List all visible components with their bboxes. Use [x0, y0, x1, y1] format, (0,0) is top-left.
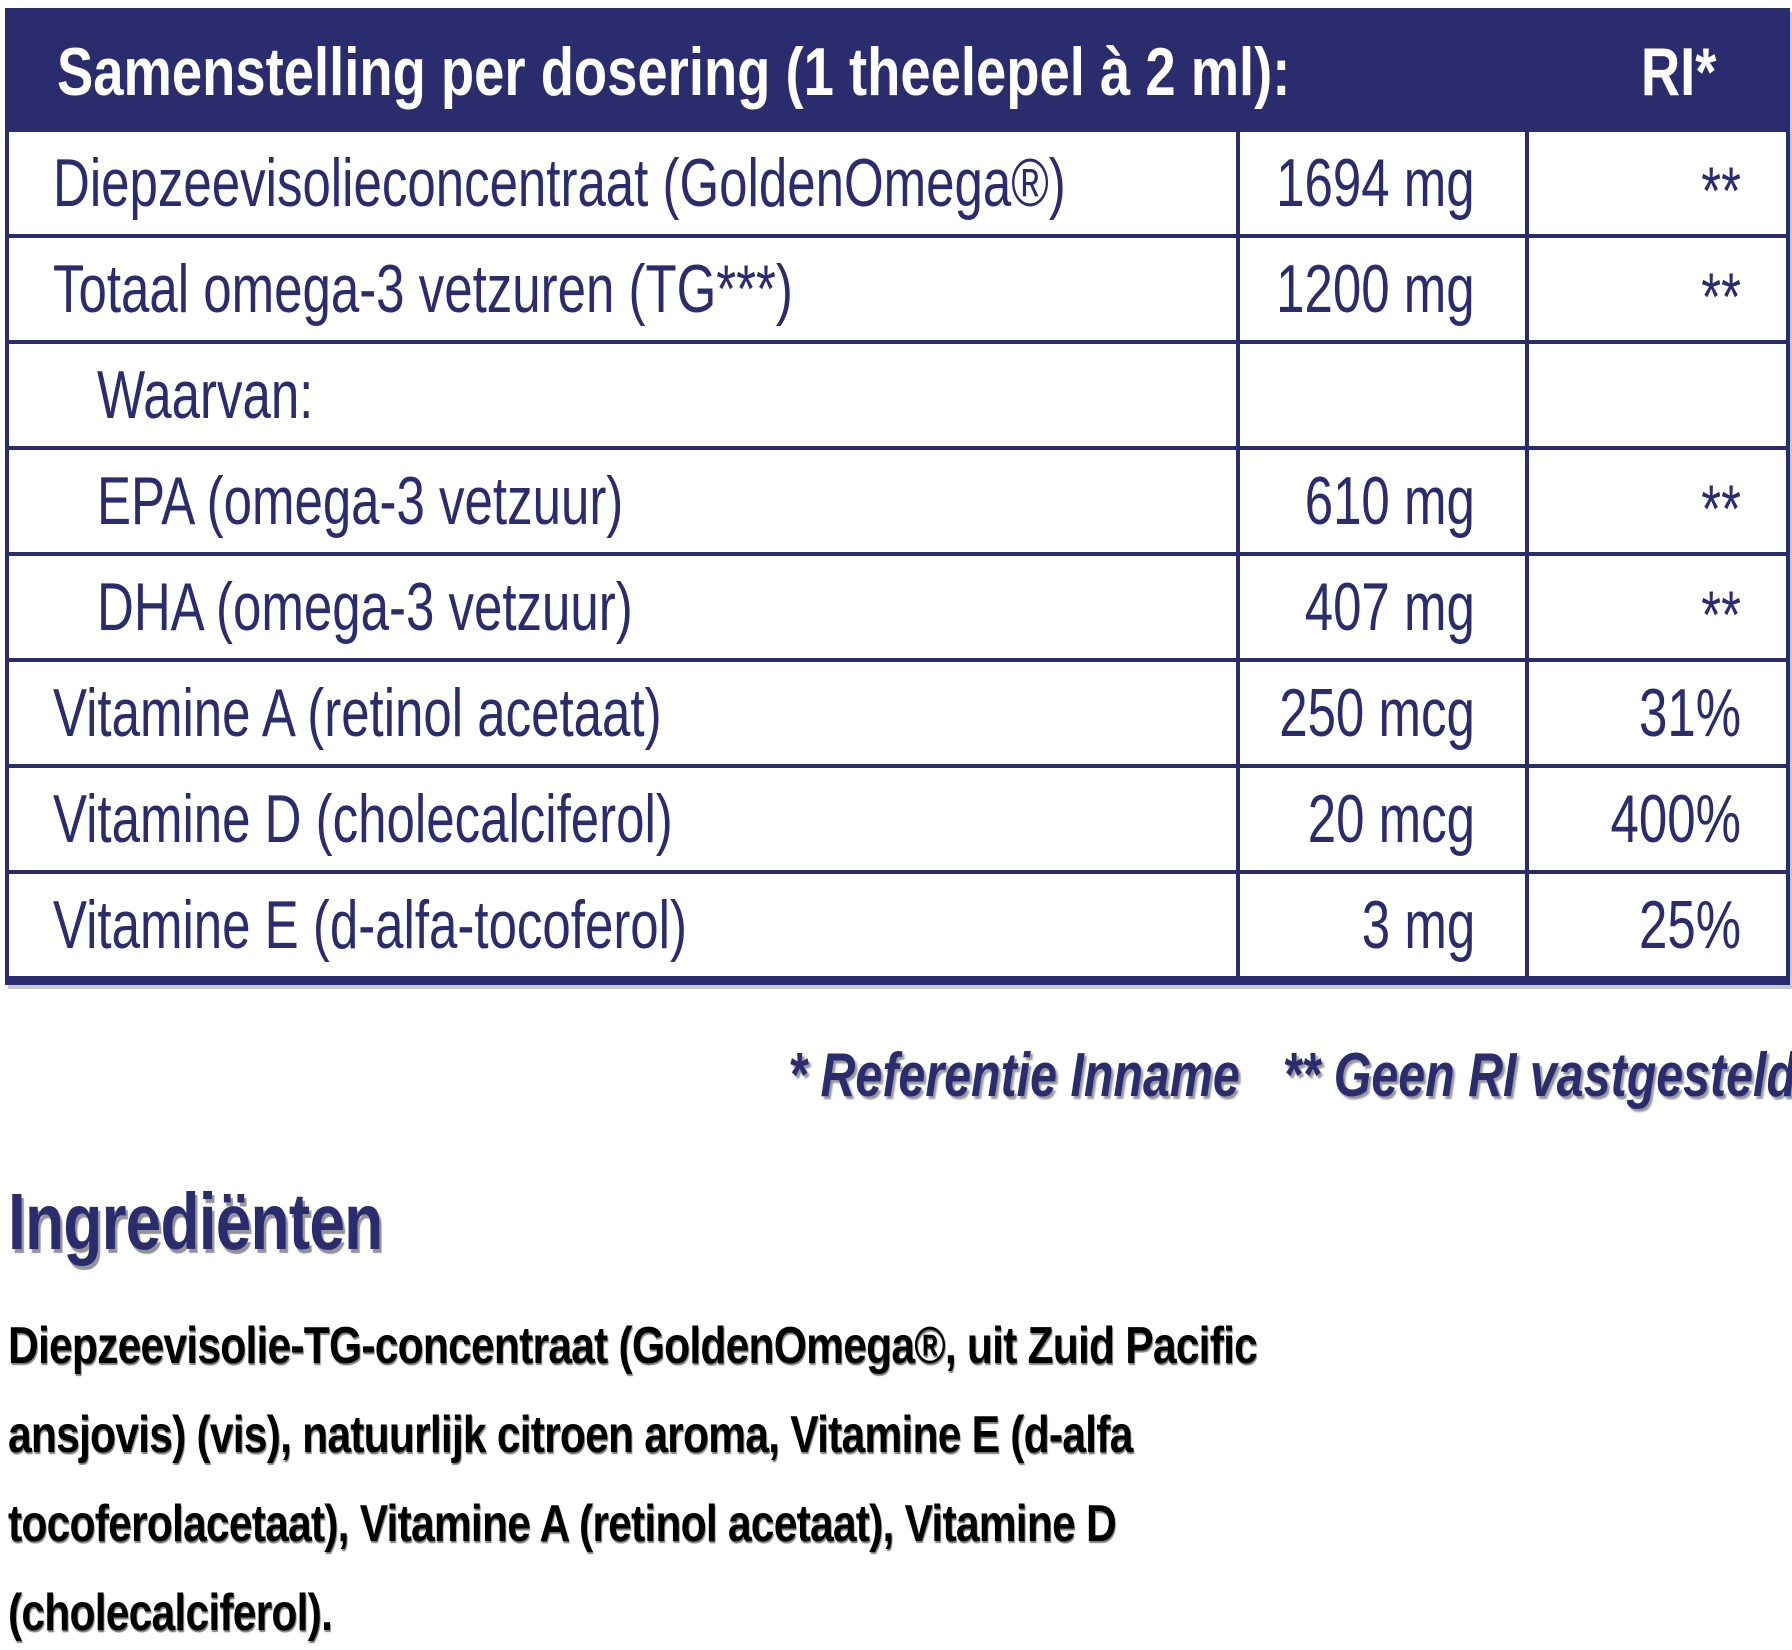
- ingredients-line: Diepzeevisolie-TG-concentraat (GoldenOme…: [8, 1317, 1258, 1375]
- row-label: Waarvan:: [97, 357, 314, 433]
- row-ri: **: [1525, 238, 1786, 340]
- row-ri: 25%: [1525, 874, 1786, 976]
- row-ri: **: [1525, 132, 1786, 234]
- table-row: Totaal omega-3 vetzuren (TG***) 1200 mg **: [9, 234, 1786, 340]
- ingredients-line: ansjovis) (vis), natuurlijk citroen arom…: [8, 1406, 1133, 1464]
- table-title: Samenstelling per dosering (1 theelepel …: [57, 34, 1291, 110]
- row-amount: 3 mg: [1236, 874, 1525, 976]
- ingredients-heading: Ingrediënten: [8, 1177, 383, 1266]
- row-ri: 31%: [1525, 662, 1786, 764]
- composition-table: Samenstelling per dosering (1 theelepel …: [5, 8, 1790, 985]
- row-label: Vitamine A (retinol acetaat): [53, 675, 662, 751]
- row-label: Diepzeevisolieconcentraat (GoldenOmega®): [53, 145, 1066, 221]
- table-row: Vitamine A (retinol acetaat) 250 mcg 31%: [9, 658, 1786, 764]
- row-label: EPA (omega-3 vetzuur): [97, 463, 624, 539]
- row-label: Vitamine E (d-alfa-tocoferol): [53, 887, 687, 963]
- row-amount: 1694 mg: [1236, 132, 1525, 234]
- table-row: Vitamine E (d-alfa-tocoferol) 3 mg 25%: [9, 870, 1786, 976]
- row-ri: **: [1525, 450, 1786, 552]
- table-row: DHA (omega-3 vetzuur) 407 mg **: [9, 552, 1786, 658]
- table-row: Diepzeevisolieconcentraat (GoldenOmega®)…: [9, 132, 1786, 234]
- ingredients-text: Diepzeevisolie-TG-concentraat (GoldenOme…: [8, 1302, 1608, 1650]
- row-ri: [1525, 344, 1786, 446]
- ingredients-line: tocoferolacetaat), Vitamine A (retinol a…: [8, 1495, 1117, 1553]
- ri-column-header: RI*: [1640, 34, 1716, 110]
- footnote-reference-intake: * Referentie Inname: [788, 1041, 1240, 1110]
- row-label: Totaal omega-3 vetzuren (TG***): [53, 251, 793, 327]
- table-row: Waarvan:: [9, 340, 1786, 446]
- footnote: * Referentie Inname ** Geen RI vastgestel…: [0, 1040, 1792, 1111]
- row-amount: 610 mg: [1236, 450, 1525, 552]
- table-row: EPA (omega-3 vetzuur) 610 mg **: [9, 446, 1786, 552]
- table-header: Samenstelling per dosering (1 theelepel …: [9, 12, 1786, 132]
- row-ri: **: [1525, 556, 1786, 658]
- row-amount: 250 mcg: [1236, 662, 1525, 764]
- row-label: DHA (omega-3 vetzuur): [97, 569, 633, 645]
- row-amount: 407 mg: [1236, 556, 1525, 658]
- row-amount: [1236, 344, 1525, 446]
- footnote-no-ri: ** Geen RI vastgesteld: [1282, 1041, 1792, 1110]
- row-ri: 400%: [1525, 768, 1786, 870]
- row-amount: 1200 mg: [1236, 238, 1525, 340]
- ingredients-line: (cholecalciferol).: [8, 1584, 333, 1642]
- table-body: Diepzeevisolieconcentraat (GoldenOmega®)…: [9, 132, 1786, 976]
- table-row: Vitamine D (cholecalciferol) 20 mcg 400%: [9, 764, 1786, 870]
- row-amount: 20 mcg: [1236, 768, 1525, 870]
- row-label: Vitamine D (cholecalciferol): [53, 781, 673, 857]
